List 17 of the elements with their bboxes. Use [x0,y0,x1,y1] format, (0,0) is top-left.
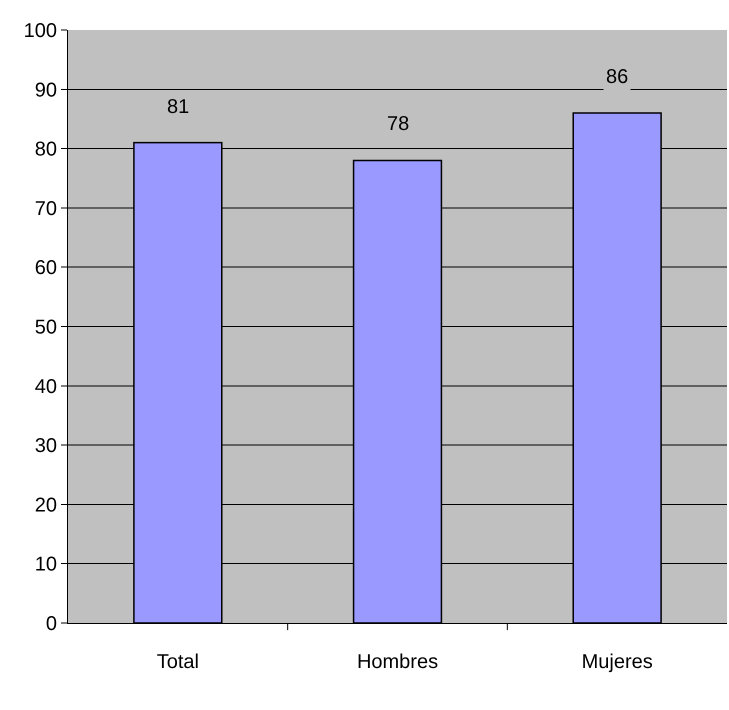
y-tick-label: 50 [34,316,57,338]
y-tick-label: 30 [34,435,57,458]
y-tick-label: 80 [34,138,57,161]
data-label: 86 [606,66,628,88]
x-tick-label: Hombres [356,651,438,673]
x-tick-label: Total [156,651,199,673]
y-tick-label: 40 [34,376,57,398]
data-label: 81 [167,96,190,118]
y-tick-label: 100 [24,20,57,42]
y-tick-label: 90 [34,79,57,102]
y-tick-label: 0 [46,613,57,635]
y-tick-label: 70 [34,198,57,220]
y-tick-label: 20 [34,494,57,516]
x-tick-label: Mujeres [582,651,653,673]
y-tick-label: 60 [34,257,57,280]
y-tick-label: 10 [34,554,57,576]
data-label: 78 [387,113,410,135]
